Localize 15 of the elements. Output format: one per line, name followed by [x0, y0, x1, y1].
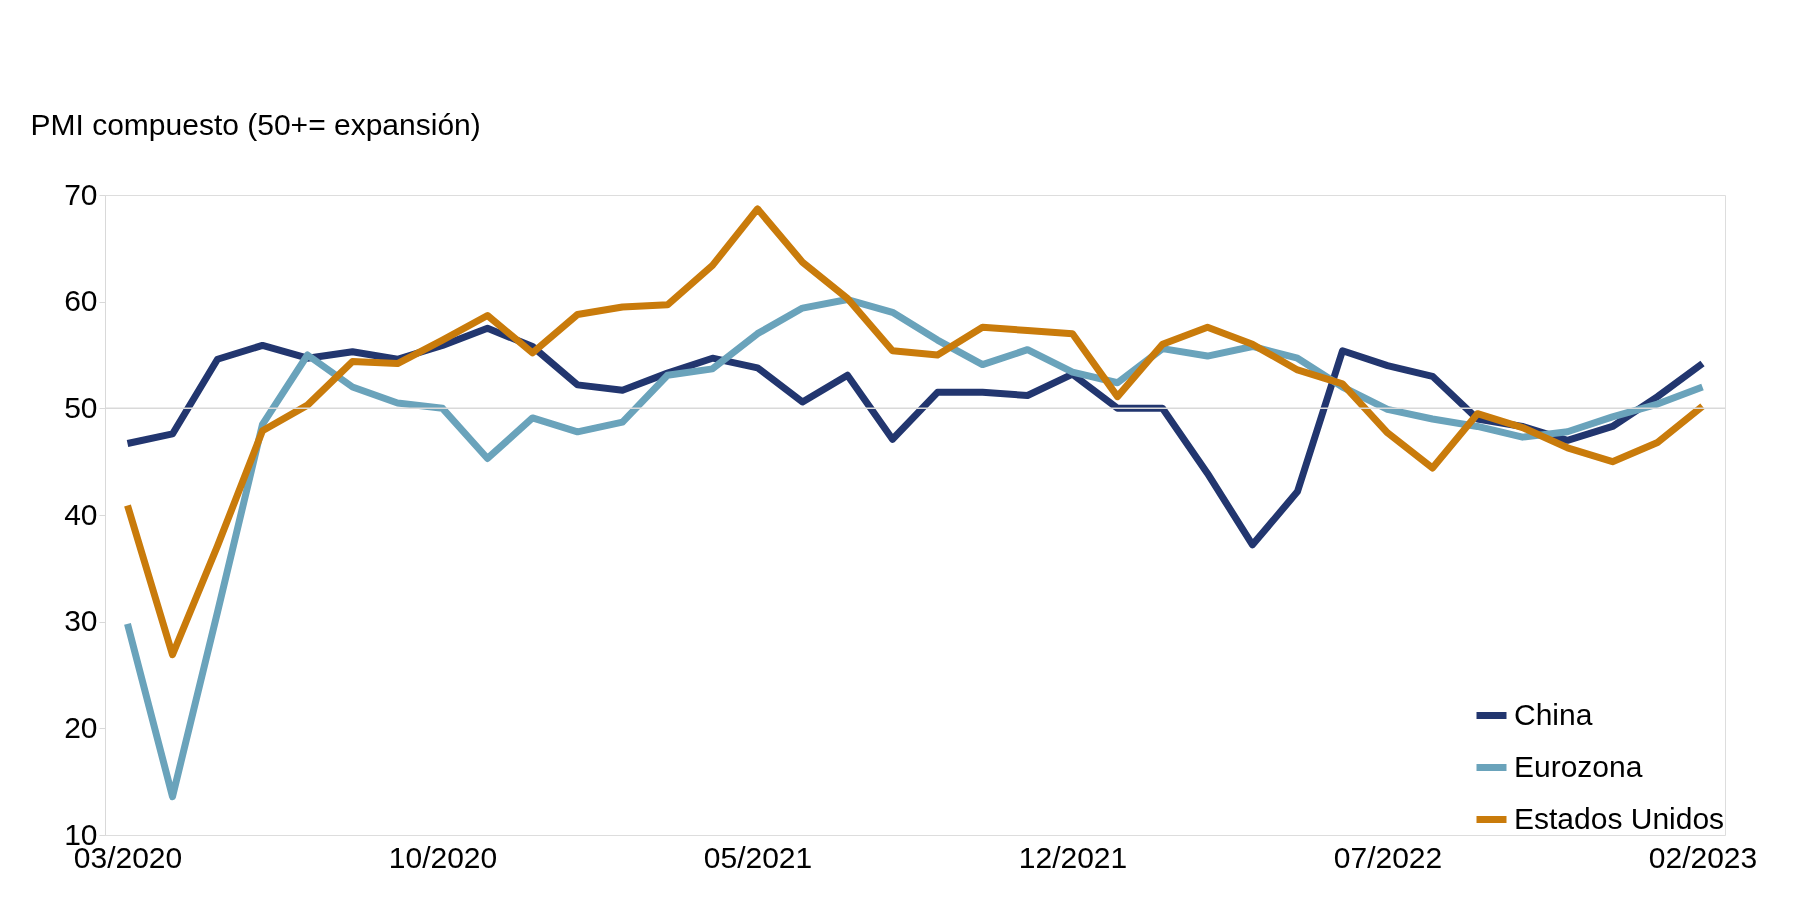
- legend-label: Eurozona: [1514, 749, 1643, 783]
- x-tick-label: 05/2021: [703, 840, 813, 874]
- legend-label: Estados Unidos: [1514, 801, 1725, 835]
- legend-label: China: [1514, 697, 1593, 731]
- y-axis-title: PMI compuesto (50+= expansión): [30, 107, 481, 141]
- x-tick-label: 10/2020: [388, 840, 498, 874]
- y-tick-label: 50: [64, 390, 98, 424]
- y-tick-label: 20: [64, 710, 98, 744]
- x-tick-label: 02/2023: [1648, 840, 1758, 874]
- y-tick-label: 70: [64, 177, 98, 211]
- x-tick-label: 07/2022: [1333, 840, 1443, 874]
- y-tick-label: 30: [64, 604, 98, 638]
- y-tick-label: 40: [64, 497, 98, 531]
- x-tick-label: 12/2021: [1018, 840, 1128, 874]
- y-tick-label: 60: [64, 284, 98, 318]
